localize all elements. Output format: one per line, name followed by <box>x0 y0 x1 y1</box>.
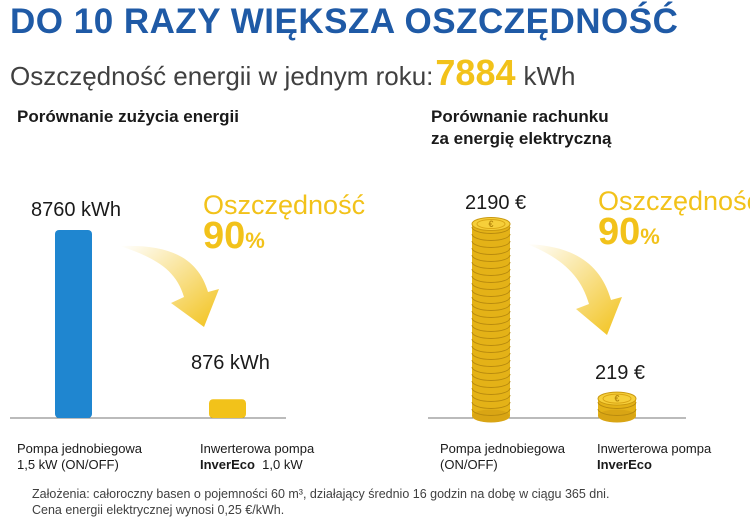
energy-chart <box>10 230 286 419</box>
euro-icon: € <box>614 394 619 404</box>
page-title: DO 10 RAZY WIĘKSZA OSZCZĘDNOŚĆ <box>10 2 679 41</box>
bill-savings-label: Oszczędność <box>598 186 750 216</box>
footnote-line-1: Założenia: całoroczny basen o pojemności… <box>32 487 610 501</box>
energy-savings-label: Oszczędność <box>203 190 366 220</box>
subtitle-prefix: Oszczędność energii w jednym roku: <box>10 61 434 91</box>
bill-category-1: Pompa jednobiegowa (ON/OFF) <box>440 441 566 472</box>
bill-coin-stack-1: € <box>471 217 511 423</box>
energy-bar-2 <box>209 399 246 418</box>
bill-category-2: Inwerterowa pompa InverEco <box>597 441 712 472</box>
euro-icon: € <box>488 219 493 229</box>
bill-chart-title: Porównanie rachunku za energię elektryczn… <box>431 107 612 148</box>
energy-chart-title: Porównanie zużycia energii <box>17 107 240 126</box>
footnote-line-2: Cena energii elektrycznej wynosi 0,25 €/… <box>32 503 285 517</box>
bill-coin-stack-2: € <box>597 391 637 423</box>
energy-category-1: Pompa jednobiegowa 1,5 kW (ON/OFF) <box>17 441 143 472</box>
subtitle-value: 7884 <box>435 52 516 93</box>
subtitle-unit: kWh <box>523 61 576 91</box>
footnote: Założenia: całoroczny basen o pojemności… <box>32 486 609 518</box>
bill-chart: €€ <box>428 217 686 423</box>
bill-value-label-1: 2190 € <box>465 192 527 214</box>
right-savings-arrow <box>527 244 622 335</box>
energy-category-2: Inwerterowa pompa InverEco 1,0 kW <box>200 441 315 472</box>
energy-bar-1 <box>55 230 92 418</box>
energy-value-label-1: 8760 kWh <box>31 199 122 221</box>
left-savings-arrow <box>120 245 219 327</box>
bill-savings-value: 90% <box>598 211 660 253</box>
page-subtitle: Oszczędność energii w jednym roku: 7884 … <box>10 52 576 94</box>
energy-value-label-2: 876 kWh <box>191 352 270 374</box>
energy-savings-value: 90% <box>203 215 265 257</box>
bill-value-label-2: 219 € <box>595 362 646 384</box>
